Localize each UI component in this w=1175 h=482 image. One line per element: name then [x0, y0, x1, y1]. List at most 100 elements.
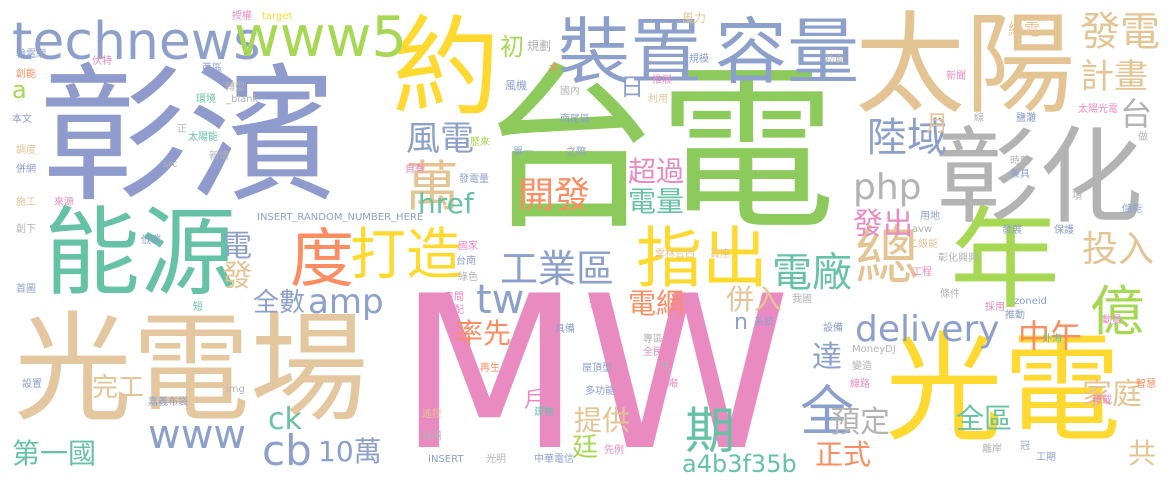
word-shoutu: 首圖 — [16, 284, 36, 295]
word-da: 達 — [812, 340, 842, 375]
word-yuan: 元 — [589, 299, 599, 310]
word-fengji: 風機 — [505, 79, 527, 92]
word-dianwang: 電網 — [628, 287, 685, 320]
word-dianliang: 電量 — [628, 185, 685, 218]
word-zong: 總 — [855, 220, 919, 294]
word-qi: 期 — [685, 402, 735, 460]
word-guihua: 規劃 — [527, 39, 552, 53]
word-dian: 電 — [222, 229, 252, 264]
word-woguo: 我國 — [792, 294, 812, 305]
word-fazhan: 發展 — [1002, 225, 1022, 236]
word-technews: technews — [12, 12, 261, 72]
word-yantan: 鹽灘 — [1016, 113, 1036, 124]
word-chuneng: 儲能 — [1122, 204, 1142, 215]
word-waihai: 外海 — [1042, 334, 1062, 345]
word-jihua: 計畫 — [1080, 57, 1148, 97]
word-guangdianchang: 光電場 — [14, 300, 369, 438]
word-zhongwu: 中午 — [1018, 317, 1083, 355]
word-xinwen: 新聞 — [946, 71, 966, 82]
word-shezhi: 設置 — [22, 379, 42, 390]
word-avw: avw — [912, 224, 933, 235]
word-delivery: delivery — [855, 309, 1000, 350]
word-chu: 初 — [500, 33, 524, 61]
word-caiyong: 採用 — [985, 302, 1005, 313]
word-ditan: 低碳 — [141, 235, 161, 246]
word-src: src — [163, 159, 178, 170]
word-tiaojian: 條件 — [940, 289, 960, 300]
word-zhengshi: 正式 — [815, 438, 872, 471]
word-duan: 短 — [193, 302, 203, 313]
word-jubei: 具備 — [555, 324, 575, 335]
word-zoneid: zoneid — [1014, 296, 1047, 307]
word-shudianwang: 輪電網 — [16, 49, 46, 60]
word-img: img — [226, 384, 245, 395]
word-a4b3f35b: a4b3f35b — [682, 450, 797, 478]
word-wan: 萬 — [405, 155, 459, 218]
word-bingwang: 併網 — [16, 164, 36, 175]
word-kaifa: 開發 — [518, 175, 591, 216]
word-wudingxing: 屋頂型 — [582, 363, 612, 374]
word-zaisheng: 再生 — [480, 363, 500, 374]
word-nian: 年 — [950, 196, 1060, 324]
word-mw: MW — [398, 250, 791, 482]
word-zhihui: 智慧 — [1136, 379, 1156, 390]
word-xianlu: 線路 — [850, 379, 870, 390]
word-tuidong: 推動 — [1005, 310, 1025, 321]
word-shigong: 施工 — [16, 197, 36, 208]
word-quanmin: 全民 — [643, 347, 663, 358]
word-laiyuan: 來源 — [54, 197, 74, 208]
word-shuaixian: 率先 — [455, 317, 512, 350]
word-zhangbin: 彰濱 — [40, 50, 336, 222]
word-touru: 投入 — [1082, 229, 1155, 270]
word-ziyou: 自有 — [405, 164, 425, 175]
word-fengdian: 風電 — [406, 119, 474, 159]
word-du: 度 — [290, 223, 354, 297]
word-www5: www5 — [234, 5, 408, 70]
word-yue: 約 — [392, 6, 501, 131]
word-www: www — [148, 412, 247, 458]
word-bingru: 併入 — [726, 283, 783, 316]
word-taidian: 台電 — [480, 47, 836, 254]
word-xinzeng: 新增 — [209, 151, 229, 162]
word-yuding: 預定 — [830, 405, 890, 440]
word-xiqu: 西區 — [202, 63, 222, 74]
word-jiating: 家庭 — [1082, 377, 1142, 412]
word-guangdian: 光電 — [885, 320, 1122, 458]
word-xiang: 項 — [1072, 191, 1082, 202]
word-insert: INSERT — [428, 454, 464, 465]
word-diyiguo: 第一國 — [12, 437, 97, 470]
word-fute: 伏特 — [92, 56, 112, 67]
word-taiyang: 太陽 — [855, 1, 1075, 129]
word-guan: 冠 — [1020, 441, 1030, 452]
word-huanjing: 環境 — [196, 94, 216, 105]
word-zhiji: 之際 — [566, 147, 586, 158]
word-gongqi: 工期 — [1036, 452, 1056, 463]
word-tuizhan: 推展 — [652, 75, 672, 86]
word-shishu: 時數 — [1010, 156, 1030, 167]
word-yueyue: 月 — [926, 112, 949, 137]
word-target: target — [262, 11, 293, 22]
word-n: n — [734, 310, 748, 335]
word-fadian: 發電 — [1080, 9, 1160, 55]
word-rongliang: 容量 — [715, 10, 860, 94]
word-zhonghua: 中華電信 — [534, 454, 574, 465]
word-shouzuo: 首座 — [710, 249, 730, 260]
word-amp: amp — [308, 282, 384, 322]
word-duogongneng: 多功能 — [585, 386, 615, 397]
word-taiwan: 台灣 — [422, 431, 442, 442]
word-bianzao: 變造 — [852, 361, 872, 372]
word-zhuanqu: 專區 — [643, 334, 663, 345]
word-lvdian: 綠電 — [1008, 20, 1041, 39]
word-zhuanzai: 轉載 — [1092, 395, 1112, 406]
word-zhanghuaxing: 彰化興興 — [938, 253, 978, 264]
word-fadianliang: 發電量 — [459, 174, 489, 185]
word-qian: 千 — [548, 63, 561, 77]
word-shouquan: 授權 — [232, 11, 252, 22]
word-tigong: 提供 — [574, 404, 631, 437]
word-benwen: 本文 — [12, 114, 32, 125]
word-ting: 廷 — [572, 433, 599, 463]
word-xitong: 系統 — [754, 317, 774, 328]
word-xian: 線 — [974, 113, 984, 124]
word-lvse: 綠色 — [458, 272, 478, 283]
